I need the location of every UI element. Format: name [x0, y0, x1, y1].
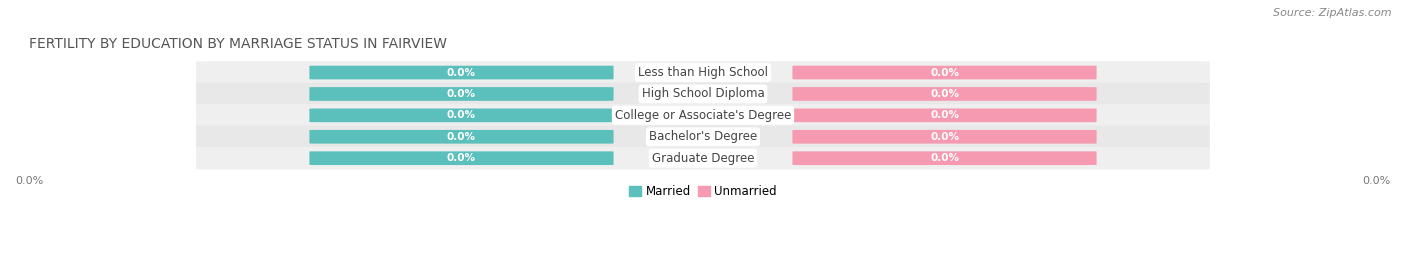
Text: 0.0%: 0.0% — [929, 89, 959, 99]
FancyBboxPatch shape — [309, 151, 613, 165]
Legend: Married, Unmarried: Married, Unmarried — [624, 180, 782, 203]
Text: Graduate Degree: Graduate Degree — [652, 152, 754, 165]
Text: High School Diploma: High School Diploma — [641, 87, 765, 100]
Text: 0.0%: 0.0% — [929, 153, 959, 163]
Text: 0.0%: 0.0% — [929, 68, 959, 77]
Text: 0.0%: 0.0% — [447, 132, 477, 142]
Text: 0.0%: 0.0% — [447, 110, 477, 120]
Text: FERTILITY BY EDUCATION BY MARRIAGE STATUS IN FAIRVIEW: FERTILITY BY EDUCATION BY MARRIAGE STATU… — [30, 37, 447, 51]
FancyBboxPatch shape — [195, 83, 1211, 105]
FancyBboxPatch shape — [195, 61, 1211, 84]
FancyBboxPatch shape — [309, 66, 613, 79]
Text: 0.0%: 0.0% — [447, 89, 477, 99]
FancyBboxPatch shape — [309, 130, 613, 144]
FancyBboxPatch shape — [793, 66, 1097, 79]
FancyBboxPatch shape — [195, 125, 1211, 148]
FancyBboxPatch shape — [793, 130, 1097, 144]
Text: 0.0%: 0.0% — [929, 110, 959, 120]
Text: College or Associate's Degree: College or Associate's Degree — [614, 109, 792, 122]
FancyBboxPatch shape — [309, 108, 613, 122]
FancyBboxPatch shape — [793, 151, 1097, 165]
FancyBboxPatch shape — [793, 87, 1097, 101]
FancyBboxPatch shape — [309, 87, 613, 101]
Text: Less than High School: Less than High School — [638, 66, 768, 79]
Text: Bachelor's Degree: Bachelor's Degree — [650, 130, 756, 143]
Text: 0.0%: 0.0% — [447, 68, 477, 77]
Text: 0.0%: 0.0% — [447, 153, 477, 163]
Text: 0.0%: 0.0% — [929, 132, 959, 142]
FancyBboxPatch shape — [195, 147, 1211, 169]
FancyBboxPatch shape — [195, 104, 1211, 127]
FancyBboxPatch shape — [793, 108, 1097, 122]
Text: Source: ZipAtlas.com: Source: ZipAtlas.com — [1274, 8, 1392, 18]
